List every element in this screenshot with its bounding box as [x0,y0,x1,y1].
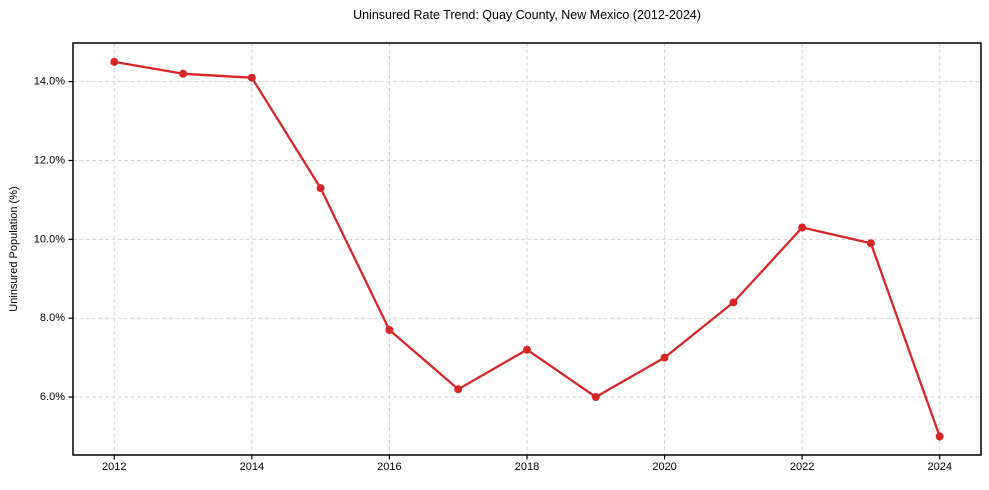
data-point [866,239,875,248]
data-point [523,345,531,354]
data-point [179,69,188,78]
x-tick-label: 2022 [790,461,814,473]
data-point [247,73,256,82]
x-tick-label: 2012 [102,461,126,473]
data-point [591,393,600,401]
plot-border [72,42,982,456]
data-point [935,432,944,441]
data-point [385,326,394,334]
data-point [660,353,669,362]
y-tick-label: 12.0% [34,154,65,166]
y-tick-label: 14.0% [34,76,65,88]
y-tick-label: 6.0% [40,391,65,403]
y-tick-label: 10.0% [34,233,65,245]
data-point [454,385,463,394]
x-tick-label: 2024 [927,461,951,473]
x-tick-label: 2014 [240,461,264,473]
chart-title: Uninsured Rate Trend: Quay County, New M… [353,8,701,22]
data-point [110,57,119,66]
data-point [729,298,738,307]
x-tick-label: 2016 [377,461,401,473]
data-point [798,223,807,232]
data-point [316,184,325,193]
x-tick-label: 2020 [652,461,676,473]
x-tick-label: 2018 [515,461,539,473]
y-tick-label: 8.0% [40,312,65,324]
